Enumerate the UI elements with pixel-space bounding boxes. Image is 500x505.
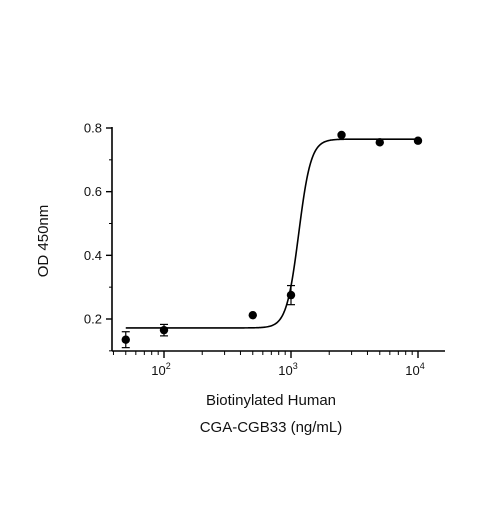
data-point [286, 290, 296, 300]
x-tick-label-exponent: 3 [293, 361, 298, 371]
data-point [375, 138, 384, 147]
y-tick-label: 0.2 [84, 312, 102, 327]
x-tick-label: 103 [278, 361, 297, 378]
x-tick-label-base: 10 [278, 363, 292, 378]
fit-curve-layer [125, 138, 418, 329]
data-point [248, 310, 257, 320]
x-tick-label: 102 [151, 361, 170, 378]
x-tick-label-exponent: 2 [166, 361, 171, 371]
data-point [121, 335, 130, 344]
y-tick-label: 0.4 [84, 248, 102, 263]
y-axis-title: OD 450nm [35, 205, 52, 278]
x-tick-label: 104 [405, 361, 424, 378]
y-tick-label: 0.6 [84, 184, 102, 199]
x-tick-label-base: 10 [405, 363, 419, 378]
x-axis-title-line-1: Biotinylated Human [206, 392, 336, 409]
data-point [413, 136, 423, 145]
x-axis-title-line-2: CGA-CGB33 (ng/mL) [200, 419, 343, 436]
x-tick-label-exponent: 4 [420, 361, 425, 371]
data-points-layer [121, 130, 423, 349]
data-point [159, 325, 169, 335]
y-tick-label: 0.8 [84, 121, 102, 136]
fit-curve [125, 138, 418, 329]
data-point [337, 130, 346, 140]
x-tick-label-base: 10 [151, 363, 165, 378]
